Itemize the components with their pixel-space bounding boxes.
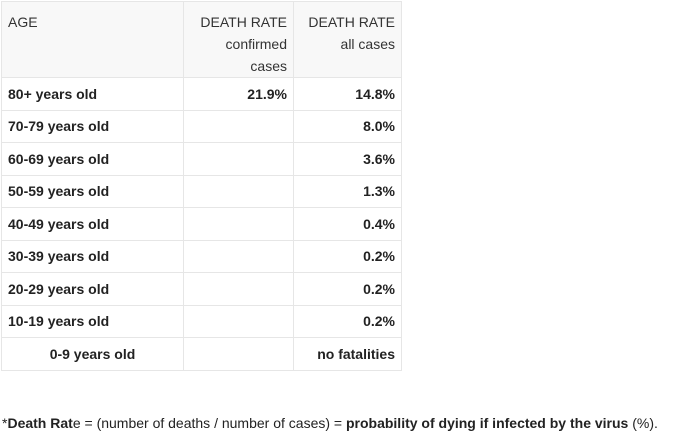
header-age: AGE [1, 1, 184, 78]
footnote-tail: (%). [628, 415, 658, 431]
table-row: 20-29 years old 0.2% [1, 272, 402, 306]
age-cell: 70-79 years old [1, 109, 184, 143]
table-row: 50-59 years old 1.3% [1, 174, 402, 208]
age-cell: 60-69 years old [1, 142, 184, 176]
age-cell: 40-49 years old [1, 207, 184, 241]
confirmed-rate-cell: 21.9% [183, 77, 294, 111]
all-rate-cell: 8.0% [293, 109, 402, 143]
footnote-formula: = (number of deaths / number of cases) = [80, 415, 346, 431]
table-row: 60-69 years old 3.6% [1, 142, 402, 176]
footnote-emphasis: probability of dying if infected by the … [345, 415, 629, 431]
header-age-label: AGE [8, 14, 38, 30]
all-rate-cell: 1.3% [293, 174, 402, 208]
header-all-line1: DEATH RATE [308, 14, 395, 30]
all-rate-cell: 3.6% [293, 142, 402, 176]
all-rate-cell: no fatalities [293, 337, 402, 371]
table-row: 80+ years old 21.9% 14.8% [1, 77, 402, 111]
all-rate-cell: 0.2% [293, 304, 402, 338]
header-confirmed-line2: confirmed [225, 36, 287, 52]
death-rate-table: AGE DEATH RATE confirmed cases DEATH RAT… [1, 1, 402, 371]
header-row: AGE DEATH RATE confirmed cases DEATH RAT… [1, 1, 402, 78]
footnote-star: * [2, 415, 8, 431]
age-cell: 30-39 years old [1, 239, 184, 273]
confirmed-rate-cell [183, 142, 294, 176]
table-body: 80+ years old 21.9% 14.8% 70-79 years ol… [1, 77, 402, 371]
table-row: 30-39 years old 0.2% [1, 239, 402, 273]
header-confirmed-line3: cases [250, 58, 287, 74]
header-confirmed-line1: DEATH RATE [200, 14, 287, 30]
confirmed-rate-cell [183, 109, 294, 143]
header-all-line2: all cases [340, 36, 395, 52]
table-header: AGE DEATH RATE confirmed cases DEATH RAT… [1, 1, 402, 78]
age-cell: 0-9 years old [1, 337, 184, 371]
all-rate-cell: 0.2% [293, 239, 402, 273]
header-death-rate-confirmed: DEATH RATE confirmed cases [183, 1, 294, 78]
death-rate-footnote: *Death Rate = (number of deaths / number… [2, 415, 658, 431]
confirmed-rate-cell [183, 304, 294, 338]
age-cell: 80+ years old [1, 77, 184, 111]
table-row: 40-49 years old 0.4% [1, 207, 402, 241]
all-rate-cell: 0.2% [293, 272, 402, 306]
table-row: 70-79 years old 8.0% [1, 109, 402, 143]
confirmed-rate-cell [183, 337, 294, 371]
all-rate-cell: 14.8% [293, 77, 402, 111]
age-cell: 10-19 years old [1, 304, 184, 338]
confirmed-rate-cell [183, 272, 294, 306]
age-cell: 50-59 years old [1, 174, 184, 208]
confirmed-rate-cell [183, 239, 294, 273]
all-rate-cell: 0.4% [293, 207, 402, 241]
age-cell: 20-29 years old [1, 272, 184, 306]
footnote-term-plain: e [72, 415, 81, 431]
confirmed-rate-cell [183, 174, 294, 208]
header-death-rate-all: DEATH RATE all cases [293, 1, 402, 78]
footnote-term-bold: Death Rat [7, 415, 73, 431]
table-row: 10-19 years old 0.2% [1, 304, 402, 338]
confirmed-rate-cell [183, 207, 294, 241]
table-row: 0-9 years old no fatalities [1, 337, 402, 371]
